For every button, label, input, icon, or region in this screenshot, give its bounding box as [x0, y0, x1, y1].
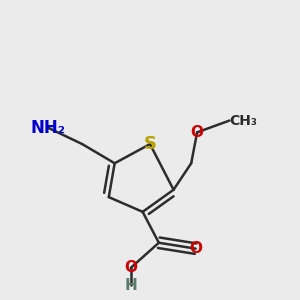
- Text: CH₃: CH₃: [230, 114, 257, 128]
- Text: O: O: [190, 125, 204, 140]
- Text: H: H: [124, 278, 137, 293]
- Text: S: S: [143, 135, 157, 153]
- Text: O: O: [189, 241, 202, 256]
- Text: NH₂: NH₂: [31, 119, 66, 137]
- Text: O: O: [124, 260, 137, 275]
